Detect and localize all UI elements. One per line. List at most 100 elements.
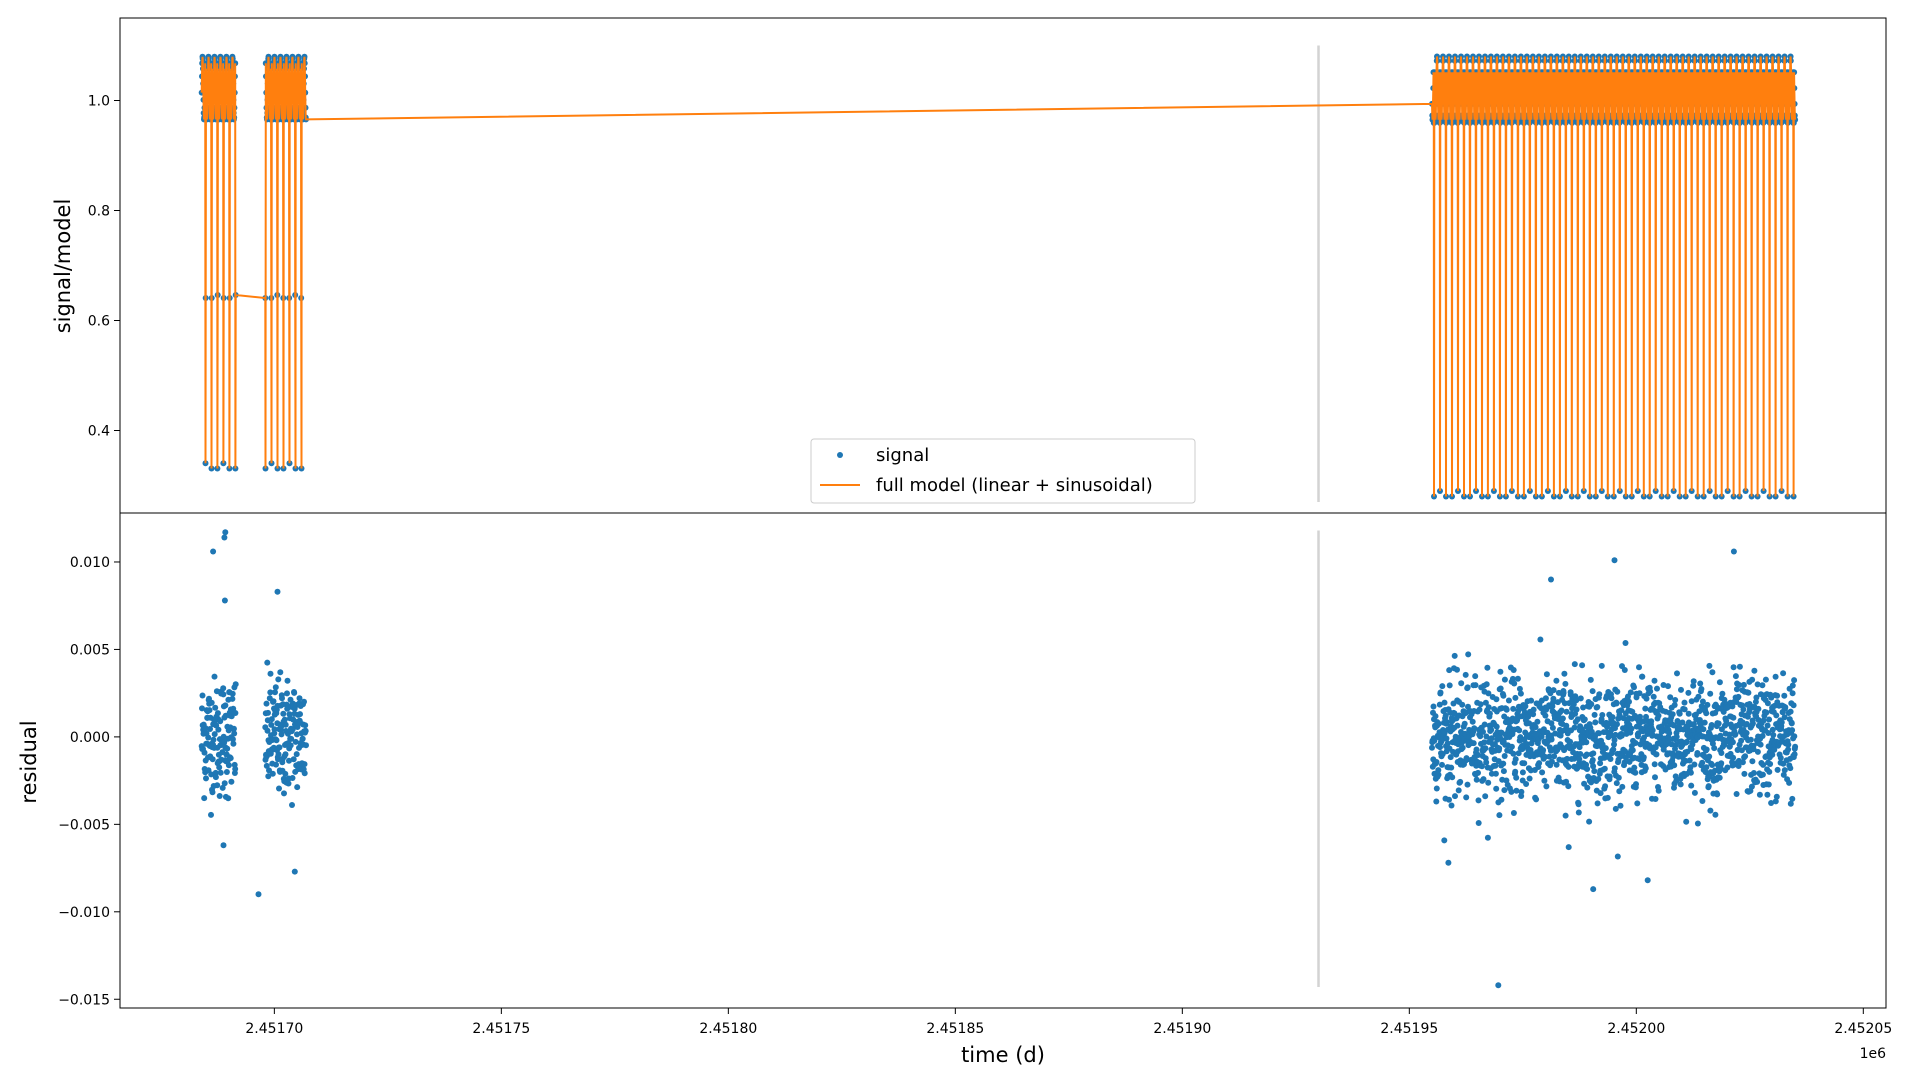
residual-point [1550,687,1557,694]
residual-points-group [198,529,1799,989]
residual-point [1574,716,1581,723]
residual-point [275,676,282,683]
residual-point [278,731,285,738]
bottom-xtick-label: 2.45180 [699,1021,757,1037]
residual-point [1565,783,1572,790]
residual-point [1517,690,1524,697]
residual-point [1726,731,1733,738]
residual-point [1709,669,1716,676]
residual-point [1580,704,1587,711]
residual-point [1533,796,1540,803]
residual-point [1431,737,1438,744]
residual-point [1613,780,1620,787]
residual-point [1788,720,1795,727]
residual-point [1534,718,1541,725]
residual-point [1473,776,1480,783]
residual-point [1483,733,1490,740]
residual-point [1492,762,1499,769]
residual-point [1673,733,1680,740]
residual-point [225,795,232,802]
residual-point [1789,690,1796,697]
residual-point [1791,751,1798,758]
residual-point [1508,743,1515,750]
residual-point [1436,701,1443,708]
residual-point [1575,801,1582,808]
residual-point [1763,709,1770,716]
residual-point [1484,834,1491,841]
residual-point [1619,783,1626,790]
residual-point [1559,715,1566,722]
residual-point [212,704,219,711]
residual-point [1610,746,1617,753]
residual-point [1745,689,1752,696]
residual-point [1690,678,1697,685]
residual-point [1446,682,1453,689]
residual-point [1596,691,1603,698]
residual-point [221,780,228,787]
residual-outlier [1611,557,1618,564]
residual-outlier [221,597,228,604]
residual-point [301,761,308,768]
residual-point [1558,707,1565,714]
residual-point [1685,710,1692,717]
residual-point [214,782,221,789]
residual-point [1448,764,1455,771]
residual-point [286,757,292,764]
residual-point [1483,759,1490,766]
residual-point [1621,759,1628,766]
residual-point [1598,662,1605,669]
residual-point [209,789,216,796]
residual-point [1704,701,1711,708]
residual-point [212,774,219,781]
residual-point [1469,718,1476,725]
residual-point [1500,760,1507,767]
residual-point [1618,707,1625,714]
residual-point [209,756,216,763]
residual-point [263,700,270,707]
residual-point [1446,796,1452,803]
residual-point [1688,782,1695,789]
legend-frame [810,438,1196,504]
bottom-xtick-label: 2.45205 [1834,1021,1892,1037]
residual-point [1736,663,1743,670]
residual-point [1573,697,1580,704]
top-axes: 0.4 0.6 0.8 1.0 signal/model signal full mo… [51,17,1887,519]
residual-point [1480,776,1487,783]
residual-point [1485,704,1492,711]
residual-point [302,722,309,729]
bottom-ylabel: residual [17,720,41,803]
residual-point [1740,706,1747,713]
residual-point [289,726,296,733]
residual-point [1465,651,1472,658]
residual-point [1513,774,1520,781]
residual-point [1721,696,1728,703]
residual-point [1781,692,1788,699]
residual-point [1730,664,1737,671]
residual-point [1626,698,1632,705]
residual-point [1730,754,1737,761]
residual-point [1500,692,1507,699]
residual-point [223,769,230,775]
residual-point [1636,664,1642,671]
residual-point [1597,760,1604,767]
residual-point [222,702,229,709]
residual-point [1705,783,1712,790]
residual-point [1449,774,1456,781]
residual-point [1441,699,1448,706]
residual-point [1588,701,1595,708]
residual-point [1740,681,1747,688]
residual-point [1631,764,1638,771]
model-line [200,56,1797,497]
residual-point [1510,705,1517,712]
residual-outlier [221,534,228,541]
residual-point [296,695,303,702]
residual-point [1750,746,1757,753]
residual-point [1785,741,1792,748]
residual-point [1512,768,1519,775]
residual-point [1475,820,1482,826]
residual-point [1639,728,1646,735]
residual-outlier [1445,859,1452,866]
residual-point [1791,677,1798,684]
residual-point [1771,746,1778,753]
residual-point [1601,765,1608,772]
